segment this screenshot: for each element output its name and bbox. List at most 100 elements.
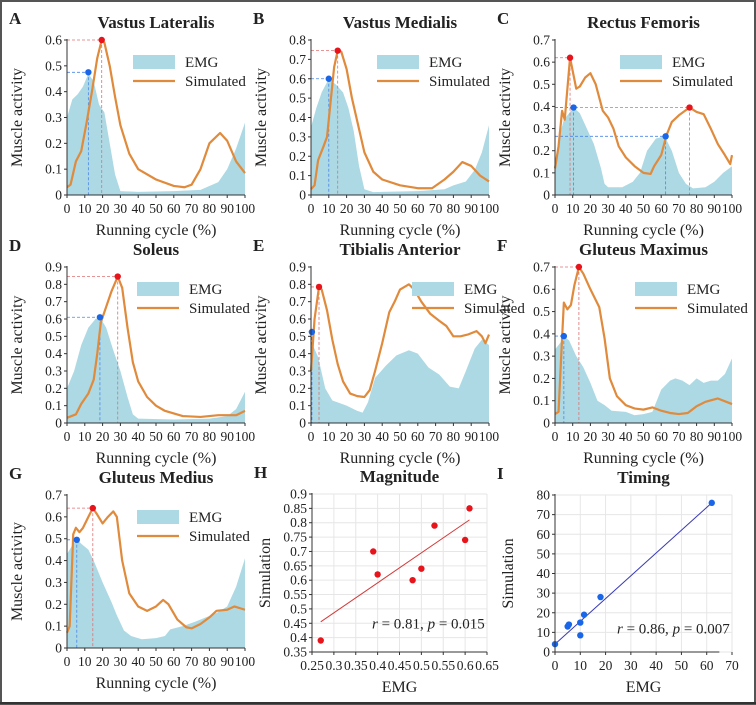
x-tick-label: 70 xyxy=(672,429,686,444)
x-tick-label: 80 xyxy=(203,654,217,669)
panel-I: I Timing r = 0.86, p = 0.007 0 10 20 30 40 50 60 7… xyxy=(497,464,739,696)
y-tick-label: 0.7 xyxy=(45,488,62,503)
panel-letter: D xyxy=(9,236,21,255)
y-tick-label: 0.2 xyxy=(45,136,62,151)
chart-title: Magnitude xyxy=(360,467,440,486)
y-tick-label: 0.7 xyxy=(289,52,306,67)
x-axis-label: Running cycle (%) xyxy=(96,222,217,239)
y-tick-label: 0.5 xyxy=(289,329,306,344)
simulated-line xyxy=(553,56,734,176)
y-tick-label: 0.3 xyxy=(45,110,62,125)
y-tick-label: 0.3 xyxy=(533,349,550,364)
y-tick-label: 30 xyxy=(537,586,551,601)
x-tick-label: 40 xyxy=(375,201,389,216)
y-tick-label: 70 xyxy=(537,507,551,522)
x-tick-label: 100 xyxy=(235,654,256,669)
y-tick-label: 80 xyxy=(537,488,551,503)
x-tick-label: 40 xyxy=(619,201,633,216)
panel-E: E Tibialis Anterior EMG Simulated 0 10 20 30 40 5… xyxy=(253,236,525,467)
x-tick-label: 70 xyxy=(185,201,199,216)
x-tick-label: 40 xyxy=(375,429,389,444)
simulated-line xyxy=(66,275,246,419)
chart-title: Vastus Lateralis xyxy=(98,13,215,32)
y-tick-label: 0.6 xyxy=(533,55,550,70)
x-tick-label: 40 xyxy=(619,429,633,444)
y-tick-label: 60 xyxy=(537,527,551,542)
x-tick-label: 30 xyxy=(624,658,638,673)
x-tick-label: 80 xyxy=(203,201,217,216)
x-tick-label: 60 xyxy=(167,429,181,444)
x-tick-label: 0 xyxy=(552,201,559,216)
y-tick-label: 0.2 xyxy=(533,371,550,386)
sim-peak-marker xyxy=(686,104,693,111)
y-tick-label: 0.4 xyxy=(289,110,306,125)
y-axis-label: Simulation xyxy=(257,538,274,608)
x-tick-label: 50 xyxy=(675,658,689,673)
x-tick-label: 0 xyxy=(552,429,559,444)
chart-title: Soleus xyxy=(133,240,180,259)
y-tick-label: 0 xyxy=(543,188,550,203)
x-tick-label: 30 xyxy=(601,429,615,444)
y-tick-label: 0.9 xyxy=(289,260,306,275)
y-tick-label: 0.6 xyxy=(45,509,62,524)
x-tick-label: 20 xyxy=(584,429,598,444)
x-tick-label: 30 xyxy=(601,201,615,216)
x-tick-label: 10 xyxy=(78,201,92,216)
y-tick-label: 0.3 xyxy=(289,129,306,144)
annotation-r-value: = 0.86, xyxy=(623,621,673,637)
y-tick-label: 0.5 xyxy=(45,531,62,546)
x-tick-label: 50 xyxy=(393,201,407,216)
x-tick-label: 100 xyxy=(722,429,743,444)
y-tick-label: 0.5 xyxy=(533,304,550,319)
y-tick-label: 0.5 xyxy=(533,77,550,92)
simulated-line xyxy=(554,265,733,416)
legend-label-emg: EMG xyxy=(429,55,463,71)
sim-peak-marker xyxy=(334,47,341,54)
x-tick-label: 0.4 xyxy=(369,658,386,673)
panel-letter: A xyxy=(9,9,22,28)
x-tick-label: 20 xyxy=(340,429,354,444)
y-tick-label: 0.4 xyxy=(45,84,62,99)
panel-letter: E xyxy=(253,236,264,255)
y-tick-label: 0.2 xyxy=(289,381,306,396)
legend-label-simulated: Simulated xyxy=(185,74,246,90)
annotation-r-value: = 0.81, xyxy=(378,616,428,632)
legend-swatch-emg xyxy=(635,282,677,296)
data-point xyxy=(461,536,469,544)
x-tick-label: 60 xyxy=(700,658,714,673)
annotation-p-label: p xyxy=(672,621,681,637)
x-tick-label: 40 xyxy=(131,429,145,444)
panel-D: D Soleus EMG Simulated 0 10 20 30 40 50 60 70 80 90 10… xyxy=(9,236,255,467)
x-axis-label: Running cycle (%) xyxy=(583,222,704,239)
emg-area xyxy=(67,73,245,195)
y-tick-label: 0 xyxy=(55,416,62,431)
annotation-r-label: r xyxy=(372,616,378,632)
correlation-annotation: r = 0.86, p = 0.007 xyxy=(617,621,730,637)
x-axis-label: Running cycle (%) xyxy=(583,450,704,467)
y-tick-label: 0.4 xyxy=(45,553,62,568)
data-point xyxy=(418,565,425,572)
legend-label-simulated: Simulated xyxy=(687,301,748,317)
x-tick-label: 0.55 xyxy=(431,658,455,673)
x-tick-label: 100 xyxy=(479,201,500,216)
x-tick-label: 70 xyxy=(429,429,443,444)
y-tick-label: 0.75 xyxy=(283,530,307,545)
y-axis-label: Muscle activity xyxy=(9,522,26,621)
simulated-line xyxy=(310,49,490,190)
data-point xyxy=(409,576,416,584)
x-tick-label: 100 xyxy=(235,429,256,444)
data-point xyxy=(577,619,584,626)
legend-swatch-emg xyxy=(620,55,662,69)
x-tick-label: 90 xyxy=(464,429,478,444)
simulated-line xyxy=(66,38,246,189)
panel-letter: H xyxy=(254,463,267,482)
chart-title: Timing xyxy=(617,468,670,487)
y-tick-label: 0.8 xyxy=(45,277,62,292)
legend-label-emg: EMG xyxy=(189,282,223,298)
sim-peak-marker xyxy=(89,504,97,512)
data-point xyxy=(708,499,715,507)
y-tick-label: 50 xyxy=(537,546,551,561)
panel-G: G Gluteus Medius EMG Simulated 0 10 20 30 40 50 60… xyxy=(9,464,255,692)
x-tick-label: 50 xyxy=(149,429,163,444)
x-tick-label: 0.25 xyxy=(300,658,324,673)
